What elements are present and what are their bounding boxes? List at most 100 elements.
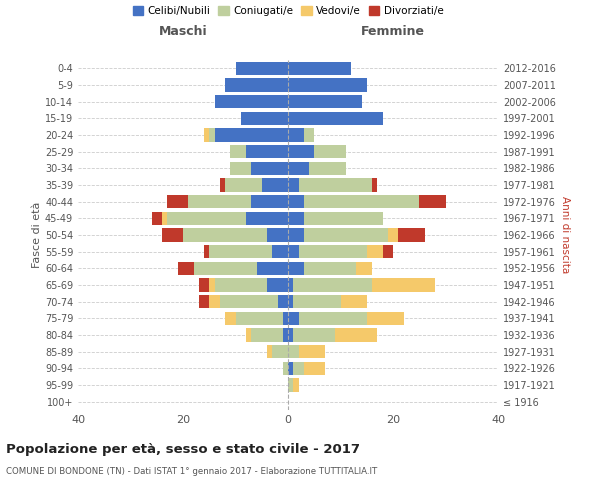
- Bar: [288, 195, 304, 208]
- Bar: [246, 145, 288, 158]
- Bar: [372, 278, 435, 291]
- Y-axis label: Anni di nascita: Anni di nascita: [560, 196, 569, 274]
- Legend: Celibi/Nubili, Coniugati/e, Vedovi/e, Divorziati/e: Celibi/Nubili, Coniugati/e, Vedovi/e, Di…: [128, 2, 448, 21]
- Bar: [251, 162, 288, 175]
- Bar: [356, 262, 372, 275]
- Bar: [367, 312, 404, 325]
- Bar: [419, 195, 445, 208]
- Bar: [299, 245, 367, 258]
- Bar: [304, 262, 356, 275]
- Text: COMUNE DI BONDONE (TN) - Dati ISTAT 1° gennaio 2017 - Elaborazione TUTTITALIA.IT: COMUNE DI BONDONE (TN) - Dati ISTAT 1° g…: [6, 468, 377, 476]
- Bar: [293, 278, 372, 291]
- Bar: [251, 195, 288, 208]
- Bar: [288, 112, 383, 125]
- Bar: [288, 278, 293, 291]
- Bar: [304, 362, 325, 375]
- Bar: [288, 95, 361, 108]
- Bar: [288, 178, 299, 192]
- Bar: [309, 162, 346, 175]
- Bar: [199, 295, 209, 308]
- Bar: [293, 328, 335, 342]
- Bar: [288, 228, 304, 241]
- Bar: [293, 362, 304, 375]
- Bar: [288, 245, 299, 258]
- Bar: [183, 228, 267, 241]
- Bar: [304, 212, 383, 225]
- Bar: [388, 228, 398, 241]
- Bar: [341, 295, 367, 308]
- Bar: [288, 145, 314, 158]
- Bar: [246, 212, 288, 225]
- Bar: [383, 245, 393, 258]
- Text: Femmine: Femmine: [361, 24, 425, 38]
- Bar: [262, 178, 288, 192]
- Bar: [277, 295, 288, 308]
- Bar: [288, 262, 304, 275]
- Bar: [283, 328, 288, 342]
- Bar: [299, 345, 325, 358]
- Bar: [288, 78, 367, 92]
- Bar: [267, 278, 288, 291]
- Bar: [167, 195, 188, 208]
- Bar: [283, 362, 288, 375]
- Bar: [314, 145, 346, 158]
- Bar: [251, 328, 283, 342]
- Bar: [293, 295, 341, 308]
- Bar: [267, 228, 288, 241]
- Bar: [215, 128, 288, 141]
- Bar: [283, 312, 288, 325]
- Bar: [288, 212, 304, 225]
- Bar: [188, 195, 251, 208]
- Text: Popolazione per età, sesso e stato civile - 2017: Popolazione per età, sesso e stato civil…: [6, 442, 360, 456]
- Bar: [209, 295, 220, 308]
- Text: Maschi: Maschi: [158, 24, 208, 38]
- Bar: [304, 195, 419, 208]
- Bar: [215, 95, 288, 108]
- Bar: [209, 128, 215, 141]
- Bar: [288, 312, 299, 325]
- Bar: [304, 228, 388, 241]
- Bar: [230, 162, 251, 175]
- Bar: [398, 228, 425, 241]
- Bar: [235, 62, 288, 75]
- Bar: [167, 212, 246, 225]
- Bar: [220, 178, 225, 192]
- Bar: [225, 78, 288, 92]
- Bar: [267, 345, 272, 358]
- Bar: [204, 245, 209, 258]
- Bar: [288, 328, 293, 342]
- Bar: [199, 278, 209, 291]
- Bar: [367, 245, 383, 258]
- Bar: [293, 378, 299, 392]
- Bar: [272, 245, 288, 258]
- Bar: [257, 262, 288, 275]
- Bar: [193, 262, 257, 275]
- Bar: [288, 162, 309, 175]
- Bar: [246, 328, 251, 342]
- Bar: [304, 128, 314, 141]
- Bar: [225, 178, 262, 192]
- Bar: [162, 212, 167, 225]
- Bar: [220, 295, 277, 308]
- Bar: [209, 245, 272, 258]
- Bar: [215, 278, 267, 291]
- Bar: [151, 212, 162, 225]
- Bar: [162, 228, 183, 241]
- Bar: [299, 312, 367, 325]
- Bar: [241, 112, 288, 125]
- Bar: [372, 178, 377, 192]
- Bar: [288, 62, 351, 75]
- Bar: [178, 262, 193, 275]
- Bar: [288, 295, 293, 308]
- Y-axis label: Fasce di età: Fasce di età: [32, 202, 42, 268]
- Bar: [225, 312, 235, 325]
- Bar: [288, 128, 304, 141]
- Bar: [235, 312, 283, 325]
- Bar: [288, 362, 293, 375]
- Bar: [230, 145, 246, 158]
- Bar: [288, 378, 293, 392]
- Bar: [288, 345, 299, 358]
- Bar: [299, 178, 372, 192]
- Bar: [204, 128, 209, 141]
- Bar: [272, 345, 288, 358]
